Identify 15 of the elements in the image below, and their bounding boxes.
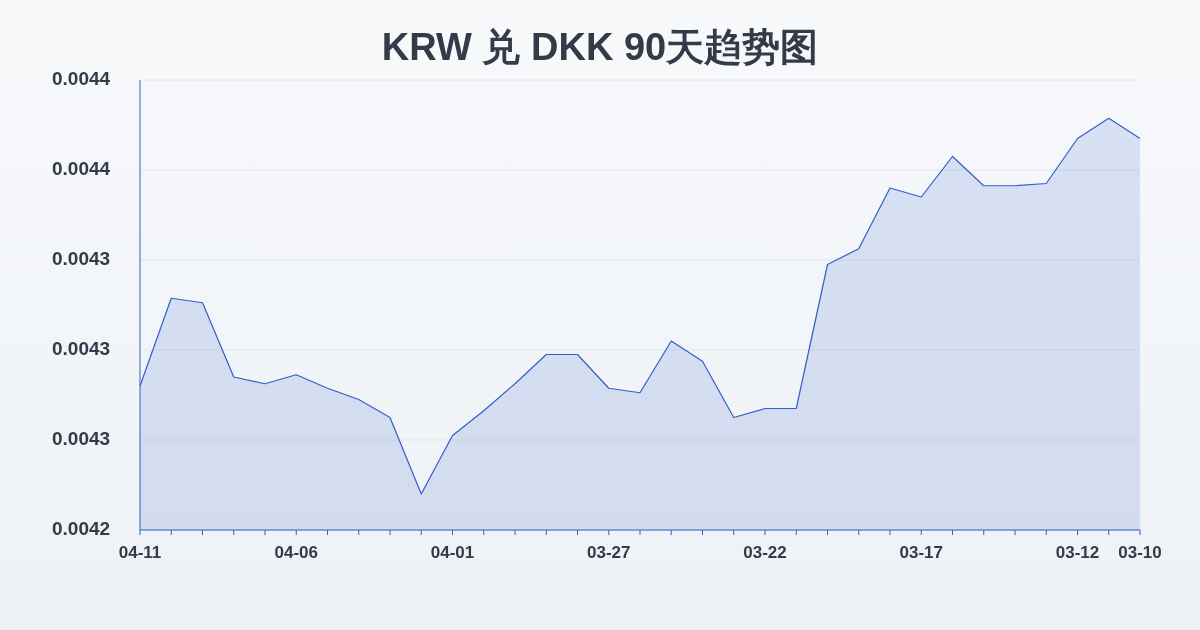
x-tick-label: 04-01: [430, 543, 475, 562]
x-tick-label: 03-17: [899, 543, 943, 562]
y-tick-label: 0.0043: [52, 338, 111, 360]
x-tick-label: 03-10: [1118, 543, 1162, 562]
x-tick-label: 03-12: [1055, 543, 1100, 562]
x-tick-label: 03-27: [587, 543, 631, 562]
x-tick-label: 04-06: [274, 543, 318, 562]
y-tick-label: 0.0044: [52, 158, 111, 180]
y-tick-label: 0.0043: [52, 428, 111, 450]
chart-title: KRW 兑 DKK 90天趋势图: [381, 26, 819, 68]
y-tick-label: 0.0042: [52, 518, 111, 540]
x-tick-label: 04-11: [118, 543, 162, 562]
y-tick-label: 0.0044: [52, 68, 111, 90]
x-tick-label: 03-22: [743, 543, 787, 562]
y-tick-label: 0.0043: [52, 248, 111, 270]
